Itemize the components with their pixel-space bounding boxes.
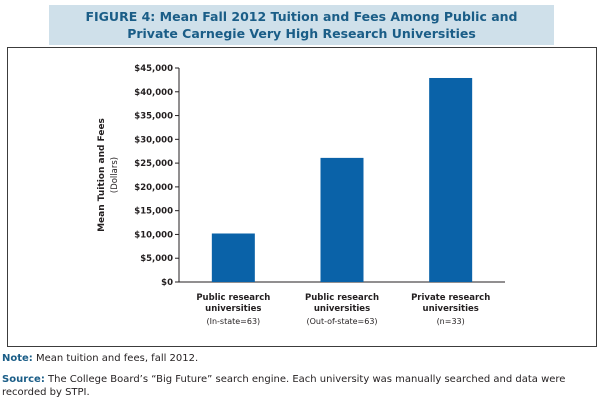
source-label: Source: [2,374,45,385]
y-tick-label: $15,000 [134,207,173,217]
y-tick-label: $10,000 [134,230,173,240]
figure-title-text: Mean Fall 2012 Tuition and Fees Among Pu… [127,9,518,41]
y-tick-label: $45,000 [134,64,173,74]
chart-frame: $0 $5,000 $10,000 $15,000 $20,000 $25,000 $30,… [7,47,597,347]
y-tick-label: $5,000 [140,254,173,264]
note-label: Note: [2,353,33,364]
y-tick-label: $30,000 [134,135,173,145]
bar [429,77,473,282]
note-text: Mean tuition and fees, fall 2012. [32,353,199,364]
source-text: The College Board’s “Big Future” search … [2,374,566,398]
bar [211,233,255,282]
y-tick-label: $35,000 [134,112,173,122]
y-tick-label: $0 [161,278,173,288]
x-category-label-line2: universities [314,304,370,314]
bar-chart: $0 $5,000 $10,000 $15,000 $20,000 $25,000 $30,… [97,64,505,326]
y-axis-subtitle: (Dollars) [110,157,120,193]
figure-number: FIGURE 4: [85,9,156,24]
y-tick-label: $40,000 [134,88,173,98]
y-axis-title: Mean Tuition and Fees [97,118,107,232]
x-category-label-line2: universities [423,304,479,314]
x-category-label-line3: (Out-of-state=63) [306,317,377,326]
figure-title: FIGURE 4: Mean Fall 2012 Tuition and Fee… [82,8,522,42]
x-category-label-line3: (n=33) [437,317,465,326]
figure-title-banner: FIGURE 4: Mean Fall 2012 Tuition and Fee… [49,5,554,45]
x-category-label-line1: Private research [411,293,490,303]
source-note: Source: The College Board’s “Big Future”… [2,373,592,399]
x-category-label-line3: (In-state=63) [206,317,260,326]
x-category-label-line1: Public research [196,293,270,303]
x-category-label-line2: universities [205,304,261,314]
x-category-label-line1: Public research [305,293,379,303]
y-tick-label: $20,000 [134,183,173,193]
note: Note: Mean tuition and fees, fall 2012. [2,352,198,365]
y-tick-label: $25,000 [134,159,173,169]
bar [320,157,364,282]
